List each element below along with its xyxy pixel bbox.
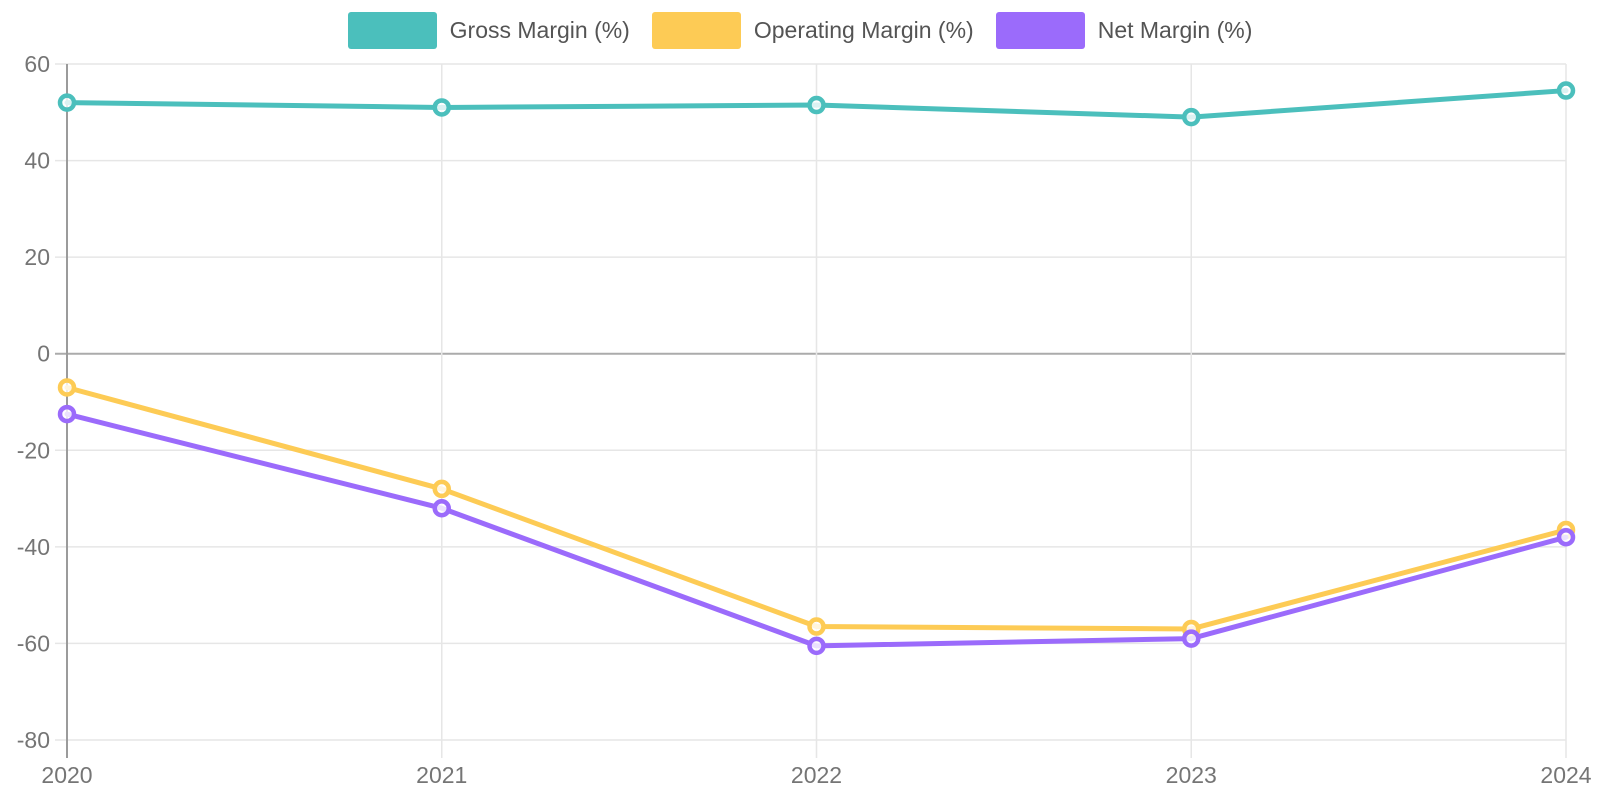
legend-item-gross-margin[interactable]: Gross Margin (%) bbox=[347, 12, 630, 49]
y-axis-tick-label: -80 bbox=[17, 727, 50, 753]
legend-item-operating-margin[interactable]: Operating Margin (%) bbox=[651, 12, 974, 49]
legend-swatch-net-margin bbox=[995, 12, 1085, 49]
data-point[interactable] bbox=[1182, 107, 1201, 127]
x-axis-tick-label: 2020 bbox=[41, 762, 92, 788]
data-point[interactable] bbox=[807, 95, 826, 115]
y-axis-tick-label: 0 bbox=[37, 341, 50, 367]
y-axis-tick-label: 40 bbox=[24, 148, 50, 174]
x-axis-tick-label: 2021 bbox=[416, 762, 467, 788]
data-point[interactable] bbox=[432, 479, 451, 499]
x-axis-tick-label: 2023 bbox=[1166, 762, 1217, 788]
data-point[interactable] bbox=[1556, 527, 1576, 547]
x-axis-tick-label: 2022 bbox=[791, 762, 842, 788]
y-axis-tick-label: 20 bbox=[24, 244, 50, 270]
legend-label-net-margin: Net Margin (%) bbox=[1097, 17, 1253, 43]
legend-swatch-gross-margin bbox=[347, 12, 437, 49]
x-axis-tick-label: 2024 bbox=[1540, 762, 1591, 788]
y-axis-tick-label: 60 bbox=[24, 51, 50, 77]
data-point[interactable] bbox=[807, 617, 826, 636]
data-point[interactable] bbox=[57, 404, 77, 424]
y-axis-tick-label: -40 bbox=[17, 534, 50, 560]
data-point[interactable] bbox=[807, 636, 826, 656]
data-point[interactable] bbox=[432, 98, 451, 117]
data-point[interactable] bbox=[1182, 629, 1201, 648]
chart-legend: Gross Margin (%) Operating Margin (%) Ne… bbox=[0, 12, 1600, 49]
data-point[interactable] bbox=[57, 93, 77, 112]
data-point[interactable] bbox=[57, 378, 77, 397]
legend-item-net-margin[interactable]: Net Margin (%) bbox=[995, 12, 1253, 49]
data-point[interactable] bbox=[1556, 81, 1576, 100]
legend-swatch-operating-margin bbox=[651, 12, 741, 49]
legend-label-operating-margin: Operating Margin (%) bbox=[753, 17, 974, 43]
y-axis-tick-label: -60 bbox=[17, 630, 50, 656]
data-point[interactable] bbox=[432, 498, 451, 518]
y-axis-tick-label: -20 bbox=[17, 437, 50, 463]
legend-label-gross-margin: Gross Margin (%) bbox=[449, 17, 630, 43]
